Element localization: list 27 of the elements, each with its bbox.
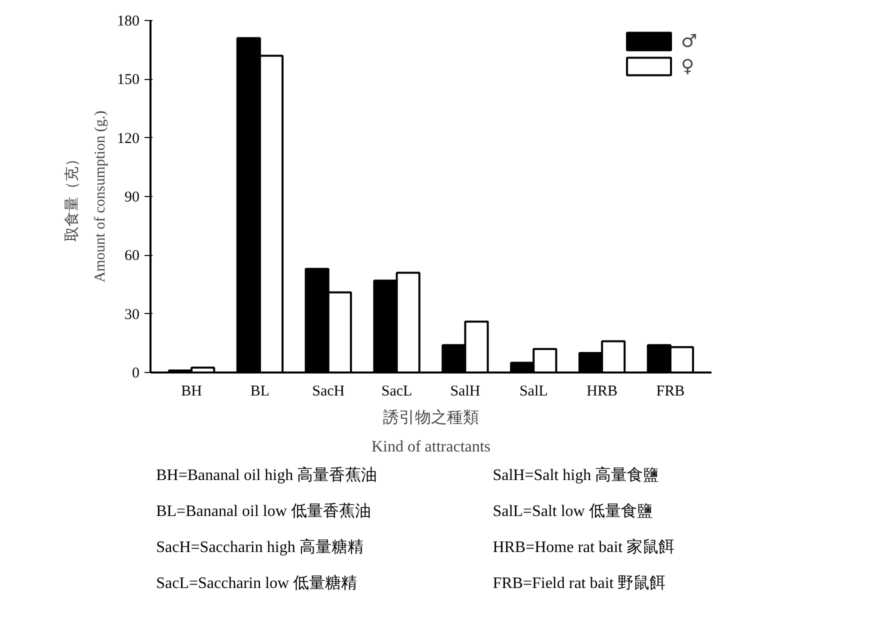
x-tick-label: SalH: [450, 384, 480, 400]
x-tick-label: HRB: [586, 384, 618, 400]
x-tick-label: BL: [250, 384, 270, 400]
y-tick-label: 150: [117, 72, 140, 88]
text: SalH=Salt high 高量食鹽: [492, 466, 660, 484]
text: BH=Bananal oil high 高量香蕉油: [156, 466, 378, 484]
y-tick-label: 60: [124, 248, 140, 264]
x-tick-label: FRB: [656, 384, 685, 400]
y-tick-label: 0: [132, 366, 140, 382]
text: FRB=Field rat bait 野鼠餌: [492, 574, 666, 592]
text: BL=Bananal oil low 低量香蕉油: [156, 502, 371, 520]
y-axis-title: Amount of consumption (g.) 取食量（克）: [64, 110, 108, 282]
x-tick-label: SalL: [519, 384, 548, 400]
text: SacH=Saccharin high 高量糖精: [156, 538, 364, 556]
x-tick-label: SacH: [312, 384, 345, 400]
text: SacL=Saccharin low 低量糖精: [156, 574, 358, 592]
y-tick-label: 90: [124, 190, 140, 206]
x-axis-title: 誘引物之種類 Kind of attractants: [371, 408, 491, 456]
y-tick-label: 120: [117, 130, 140, 147]
legend-label: ♀: [681, 56, 696, 76]
y-tick-label: 180: [117, 14, 140, 30]
legend-label: ♂: [681, 30, 698, 52]
y-tick-label: 30: [124, 306, 140, 323]
x-tick-label: SacL: [381, 384, 412, 400]
x-tick-label: BH: [181, 384, 202, 400]
text: SalL=Salt low 低量食鹽: [492, 502, 653, 520]
text: HRB=Home rat bait 家鼠餌: [492, 538, 675, 556]
